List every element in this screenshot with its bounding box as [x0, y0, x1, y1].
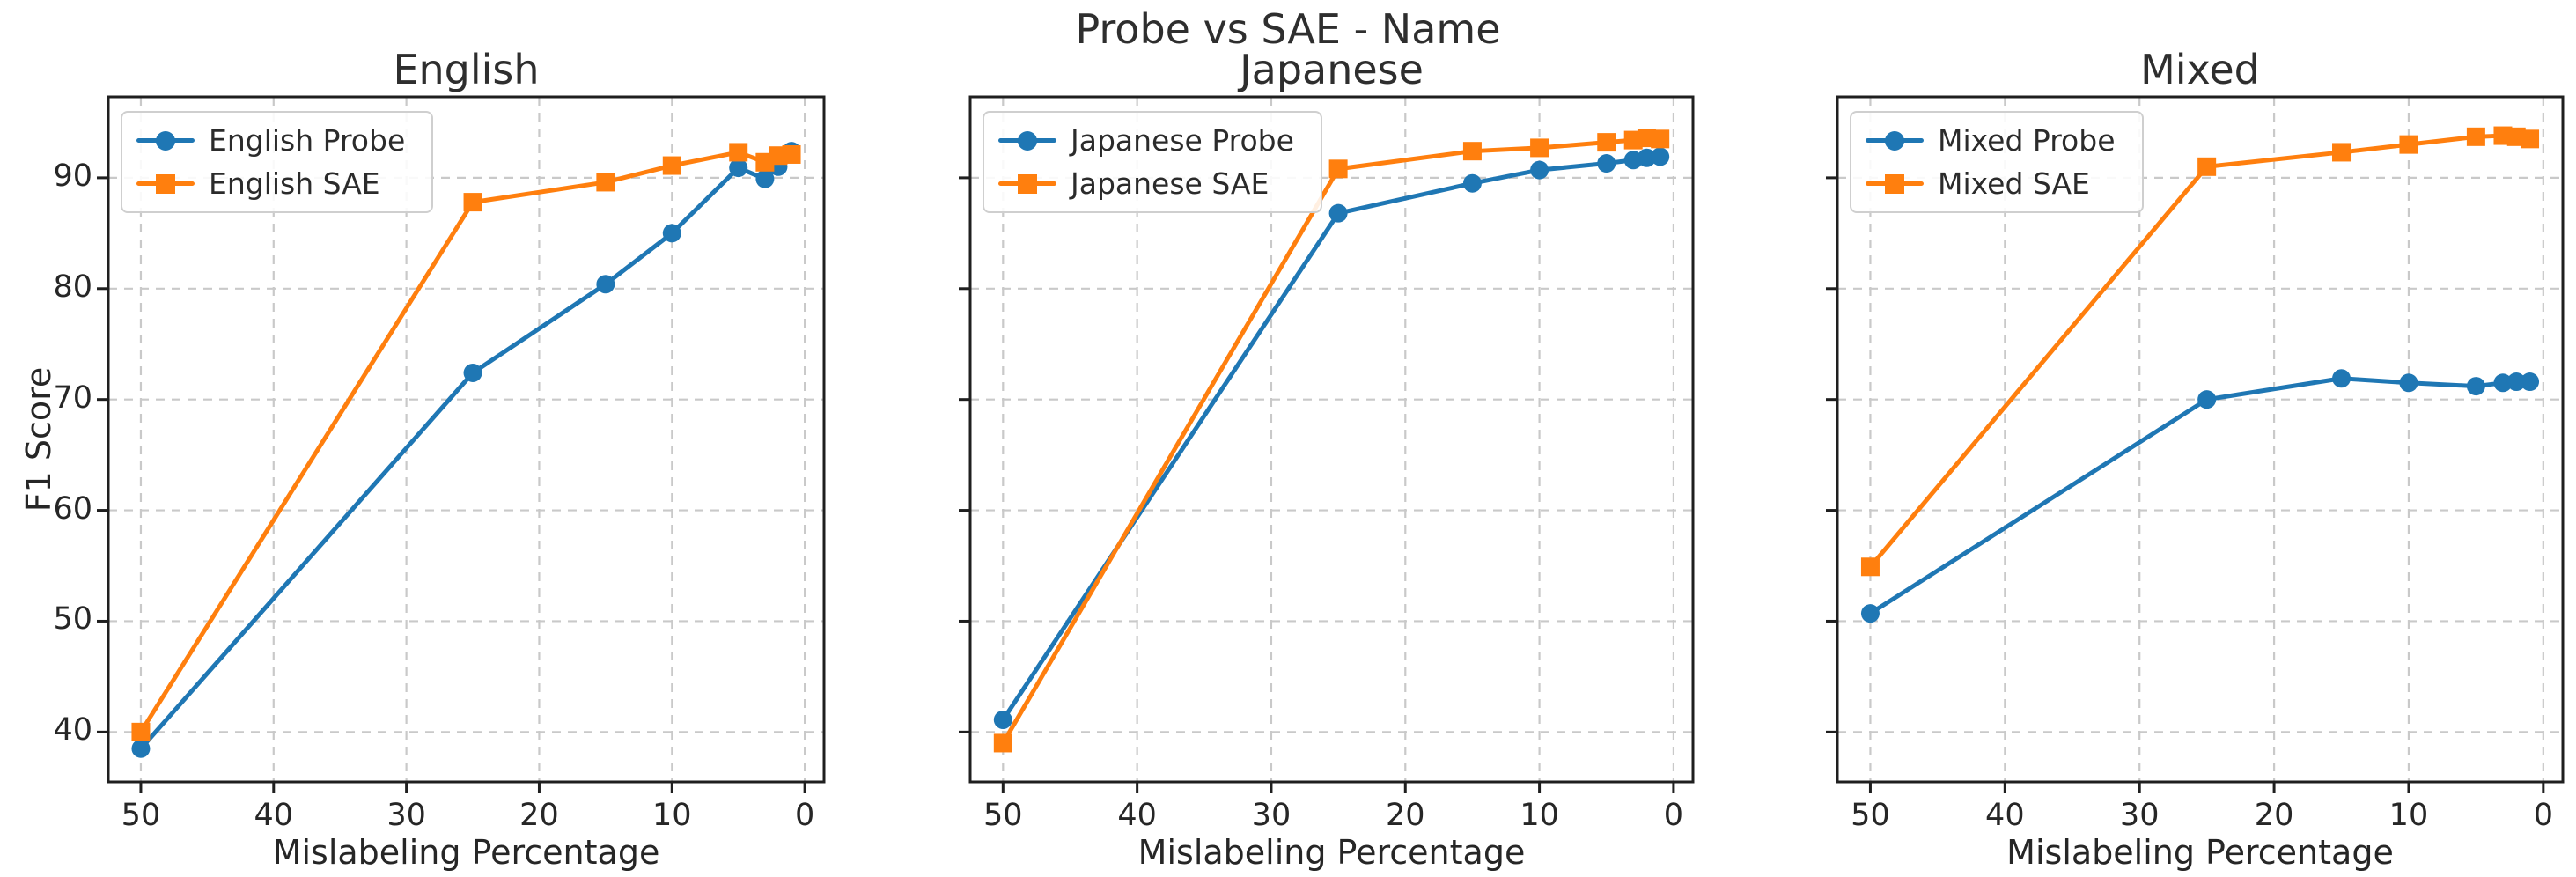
x-tick-label: 30	[386, 798, 426, 833]
y-tick-label: 90	[53, 158, 92, 194]
legend-english: English Probe English SAE	[121, 111, 434, 213]
legend-item-japanese-probe: Japanese Probe	[995, 120, 1298, 161]
legend-japanese: Japanese Probe Japanese SAE	[983, 111, 1322, 213]
legend-label: Japanese Probe	[1071, 123, 1294, 158]
legend-item-english-sae: English SAE	[133, 163, 408, 204]
x-tick-label: 0	[2533, 798, 2553, 833]
x-tick-label: 50	[983, 798, 1023, 833]
legend-label: Japanese SAE	[1071, 166, 1270, 201]
x-tick-label: 10	[2388, 798, 2429, 833]
legend-label: Mixed Probe	[1938, 123, 2116, 158]
legend-label: Mixed SAE	[1938, 166, 2090, 201]
subplot-english: English English Probe English SAE Mislab…	[53, 46, 824, 872]
legend-item-mixed-sae: Mixed SAE	[1862, 163, 2119, 204]
legend-item-english-probe: English Probe	[133, 120, 408, 161]
x-tick-label: 20	[2254, 798, 2294, 833]
subplot-title-japanese: Japanese	[1240, 46, 1424, 93]
x-tick-label: 50	[121, 798, 161, 833]
circle-marker-icon	[1866, 129, 1924, 153]
x-tick-label: 10	[652, 798, 692, 833]
x-tick-label: 30	[1251, 798, 1292, 833]
x-axis-label-japanese: Mislabeling Percentage	[1137, 833, 1526, 872]
x-axis-label-english: Mislabeling Percentage	[272, 833, 660, 872]
subplot-mixed: Mixed Mixed Probe Mixed SAE Mislabeling …	[1837, 46, 2563, 872]
circle-marker-icon	[136, 129, 195, 153]
subplot-japanese: Japanese Japanese Probe Japanese SAE Mis…	[970, 46, 1693, 872]
legend-label: English Probe	[209, 123, 406, 158]
square-marker-icon	[998, 172, 1056, 196]
y-tick-label: 80	[53, 269, 92, 305]
legend-mixed: Mixed Probe Mixed SAE	[1850, 111, 2144, 213]
square-marker-icon	[136, 172, 195, 196]
x-tick-label: 20	[1385, 798, 1425, 833]
y-tick-label: 70	[53, 380, 92, 416]
x-tick-label: 0	[794, 798, 815, 833]
square-marker-icon	[1866, 172, 1924, 196]
x-tick-label: 20	[519, 798, 559, 833]
x-axis-label-mixed: Mislabeling Percentage	[2006, 833, 2394, 872]
y-tick-label: 40	[53, 712, 92, 748]
x-tick-label: 50	[1851, 798, 1890, 833]
x-tick-label: 40	[1117, 798, 1157, 833]
x-tick-label: 0	[1663, 798, 1684, 833]
subplot-title-mixed: Mixed	[2140, 46, 2260, 93]
y-tick-label: 60	[53, 490, 92, 527]
legend-label: English SAE	[209, 166, 380, 201]
x-tick-label: 40	[254, 798, 294, 833]
x-tick-label: 40	[1985, 798, 2025, 833]
subplot-title-english: English	[393, 46, 540, 93]
legend-item-mixed-probe: Mixed Probe	[1862, 120, 2119, 161]
legend-item-japanese-sae: Japanese SAE	[995, 163, 1298, 204]
y-tick-label: 50	[53, 601, 92, 637]
x-tick-label: 30	[2119, 798, 2160, 833]
circle-marker-icon	[998, 129, 1056, 153]
x-tick-label: 10	[1520, 798, 1559, 833]
figure-title: Probe vs SAE - Name	[1075, 5, 1501, 53]
